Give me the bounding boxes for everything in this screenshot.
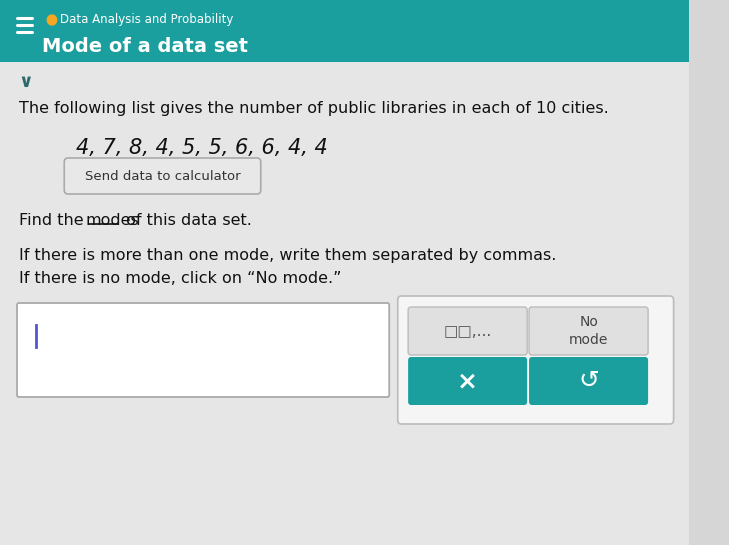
FancyBboxPatch shape: [64, 158, 261, 194]
Text: ∨: ∨: [18, 73, 33, 91]
Text: Data Analysis and Probability: Data Analysis and Probability: [61, 13, 234, 26]
Text: If there is more than one mode, write them separated by commas.: If there is more than one mode, write th…: [19, 247, 556, 263]
Text: modes: modes: [86, 213, 140, 227]
FancyBboxPatch shape: [0, 0, 689, 62]
Text: 4, 7, 8, 4, 5, 5, 6, 6, 4, 4: 4, 7, 8, 4, 5, 5, 6, 6, 4, 4: [76, 138, 327, 158]
FancyBboxPatch shape: [529, 307, 648, 355]
FancyBboxPatch shape: [4, 63, 47, 97]
FancyBboxPatch shape: [0, 62, 689, 545]
Text: Send data to calculator: Send data to calculator: [85, 169, 241, 183]
Text: No
mode: No mode: [569, 316, 608, 347]
Text: The following list gives the number of public libraries in each of 10 cities.: The following list gives the number of p…: [19, 100, 609, 116]
Text: ×: ×: [457, 369, 478, 393]
Text: ↺: ↺: [578, 369, 599, 393]
Text: of this data set.: of this data set.: [121, 213, 252, 227]
FancyBboxPatch shape: [529, 357, 648, 405]
FancyBboxPatch shape: [17, 303, 389, 397]
FancyBboxPatch shape: [398, 296, 674, 424]
FancyBboxPatch shape: [408, 357, 527, 405]
Text: □□,...: □□,...: [443, 324, 492, 338]
Circle shape: [47, 15, 57, 25]
Text: Mode of a data set: Mode of a data set: [42, 37, 248, 56]
Text: If there is no mode, click on “No mode.”: If there is no mode, click on “No mode.”: [19, 270, 341, 286]
Text: Find the: Find the: [19, 213, 89, 227]
FancyBboxPatch shape: [408, 307, 527, 355]
